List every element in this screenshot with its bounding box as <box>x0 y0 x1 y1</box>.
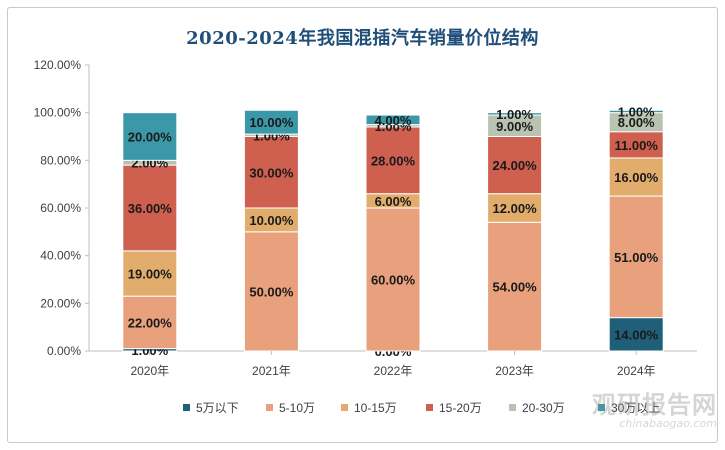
data-label: 6.00% <box>375 194 412 209</box>
data-label: 8.00% <box>618 115 655 130</box>
data-label: 10.00% <box>249 213 294 228</box>
legend-label: 5-10万 <box>279 401 315 415</box>
bar-segment <box>122 112 178 161</box>
legend-swatch <box>341 404 348 411</box>
data-label: 1.00% <box>496 107 533 122</box>
legend-label: 10-15万 <box>354 401 397 415</box>
y-tick-label: 80.00% <box>40 153 81 167</box>
bar-segment <box>487 193 543 223</box>
x-tick-label: 2021年 <box>252 364 291 378</box>
bar-segment <box>608 131 664 159</box>
bar-segment <box>608 195 664 319</box>
y-tick-label: 0.00% <box>47 344 81 358</box>
bar-segment <box>487 112 543 116</box>
watermark-logo: 观研报告网 chinabaogao.com <box>592 385 717 430</box>
bar-segment <box>608 109 664 114</box>
data-label: 60.00% <box>371 273 416 288</box>
bar-segment <box>122 250 178 297</box>
data-label: 28.00% <box>371 153 416 168</box>
chart-title: 2020-2024年我国混插汽车销量价位结构 <box>186 28 539 49</box>
y-tick-label: 20.00% <box>40 296 81 310</box>
bar-segment <box>243 109 299 135</box>
bar-segment <box>487 221 543 352</box>
data-label: 11.00% <box>615 138 659 153</box>
y-tick-label: 60.00% <box>40 201 81 215</box>
bar-segment <box>243 136 299 209</box>
legend-label: 5万以下 <box>196 401 239 415</box>
legend-label: 30万以上 <box>611 401 660 415</box>
legend-label: 15-20万 <box>439 401 482 415</box>
x-tick-label: 2022年 <box>374 364 413 378</box>
data-label: 14.00% <box>614 327 659 342</box>
watermark-text: 观研报告网 <box>592 391 717 419</box>
bar-segment <box>365 126 421 195</box>
bar-segment <box>487 136 543 195</box>
legend-swatch <box>598 404 605 411</box>
x-tick-label: 2023年 <box>495 364 534 378</box>
legend-swatch <box>183 404 190 411</box>
x-tick-label: 2024年 <box>617 364 656 378</box>
y-tick-label: 120.00% <box>34 58 82 72</box>
data-label: 54.00% <box>493 280 538 295</box>
bar-segment <box>365 207 421 352</box>
bar-segment <box>365 114 421 126</box>
y-tick-label: 100.00% <box>34 106 82 120</box>
legend-swatch <box>266 404 273 411</box>
data-label: 51.00% <box>614 250 659 265</box>
y-tick-label: 40.00% <box>40 249 81 263</box>
legend-swatch <box>509 404 516 411</box>
data-label: 36.00% <box>128 201 173 216</box>
data-label: 4.00% <box>375 113 412 128</box>
data-label: 1.00% <box>618 104 655 119</box>
data-label: 30.00% <box>249 165 294 180</box>
x-tick-label: 2020年 <box>130 364 169 378</box>
data-label: 9.00% <box>496 119 533 134</box>
data-label: 24.00% <box>493 158 538 173</box>
data-label: 20.00% <box>128 130 173 145</box>
watermark-url: chinabaogao.com <box>619 417 717 430</box>
bar-segment <box>122 164 178 252</box>
data-label: 16.00% <box>614 170 659 185</box>
data-label: 22.00% <box>128 315 173 330</box>
bar-segment <box>608 157 664 197</box>
legend-label: 20-30万 <box>522 401 565 415</box>
data-label: 50.00% <box>249 284 294 299</box>
data-label: 10.00% <box>249 115 294 130</box>
bar-segment <box>243 231 299 352</box>
data-label: 19.00% <box>128 267 173 282</box>
legend-swatch <box>426 404 433 411</box>
data-label: 12.00% <box>493 201 538 216</box>
bar-segment <box>122 295 178 350</box>
